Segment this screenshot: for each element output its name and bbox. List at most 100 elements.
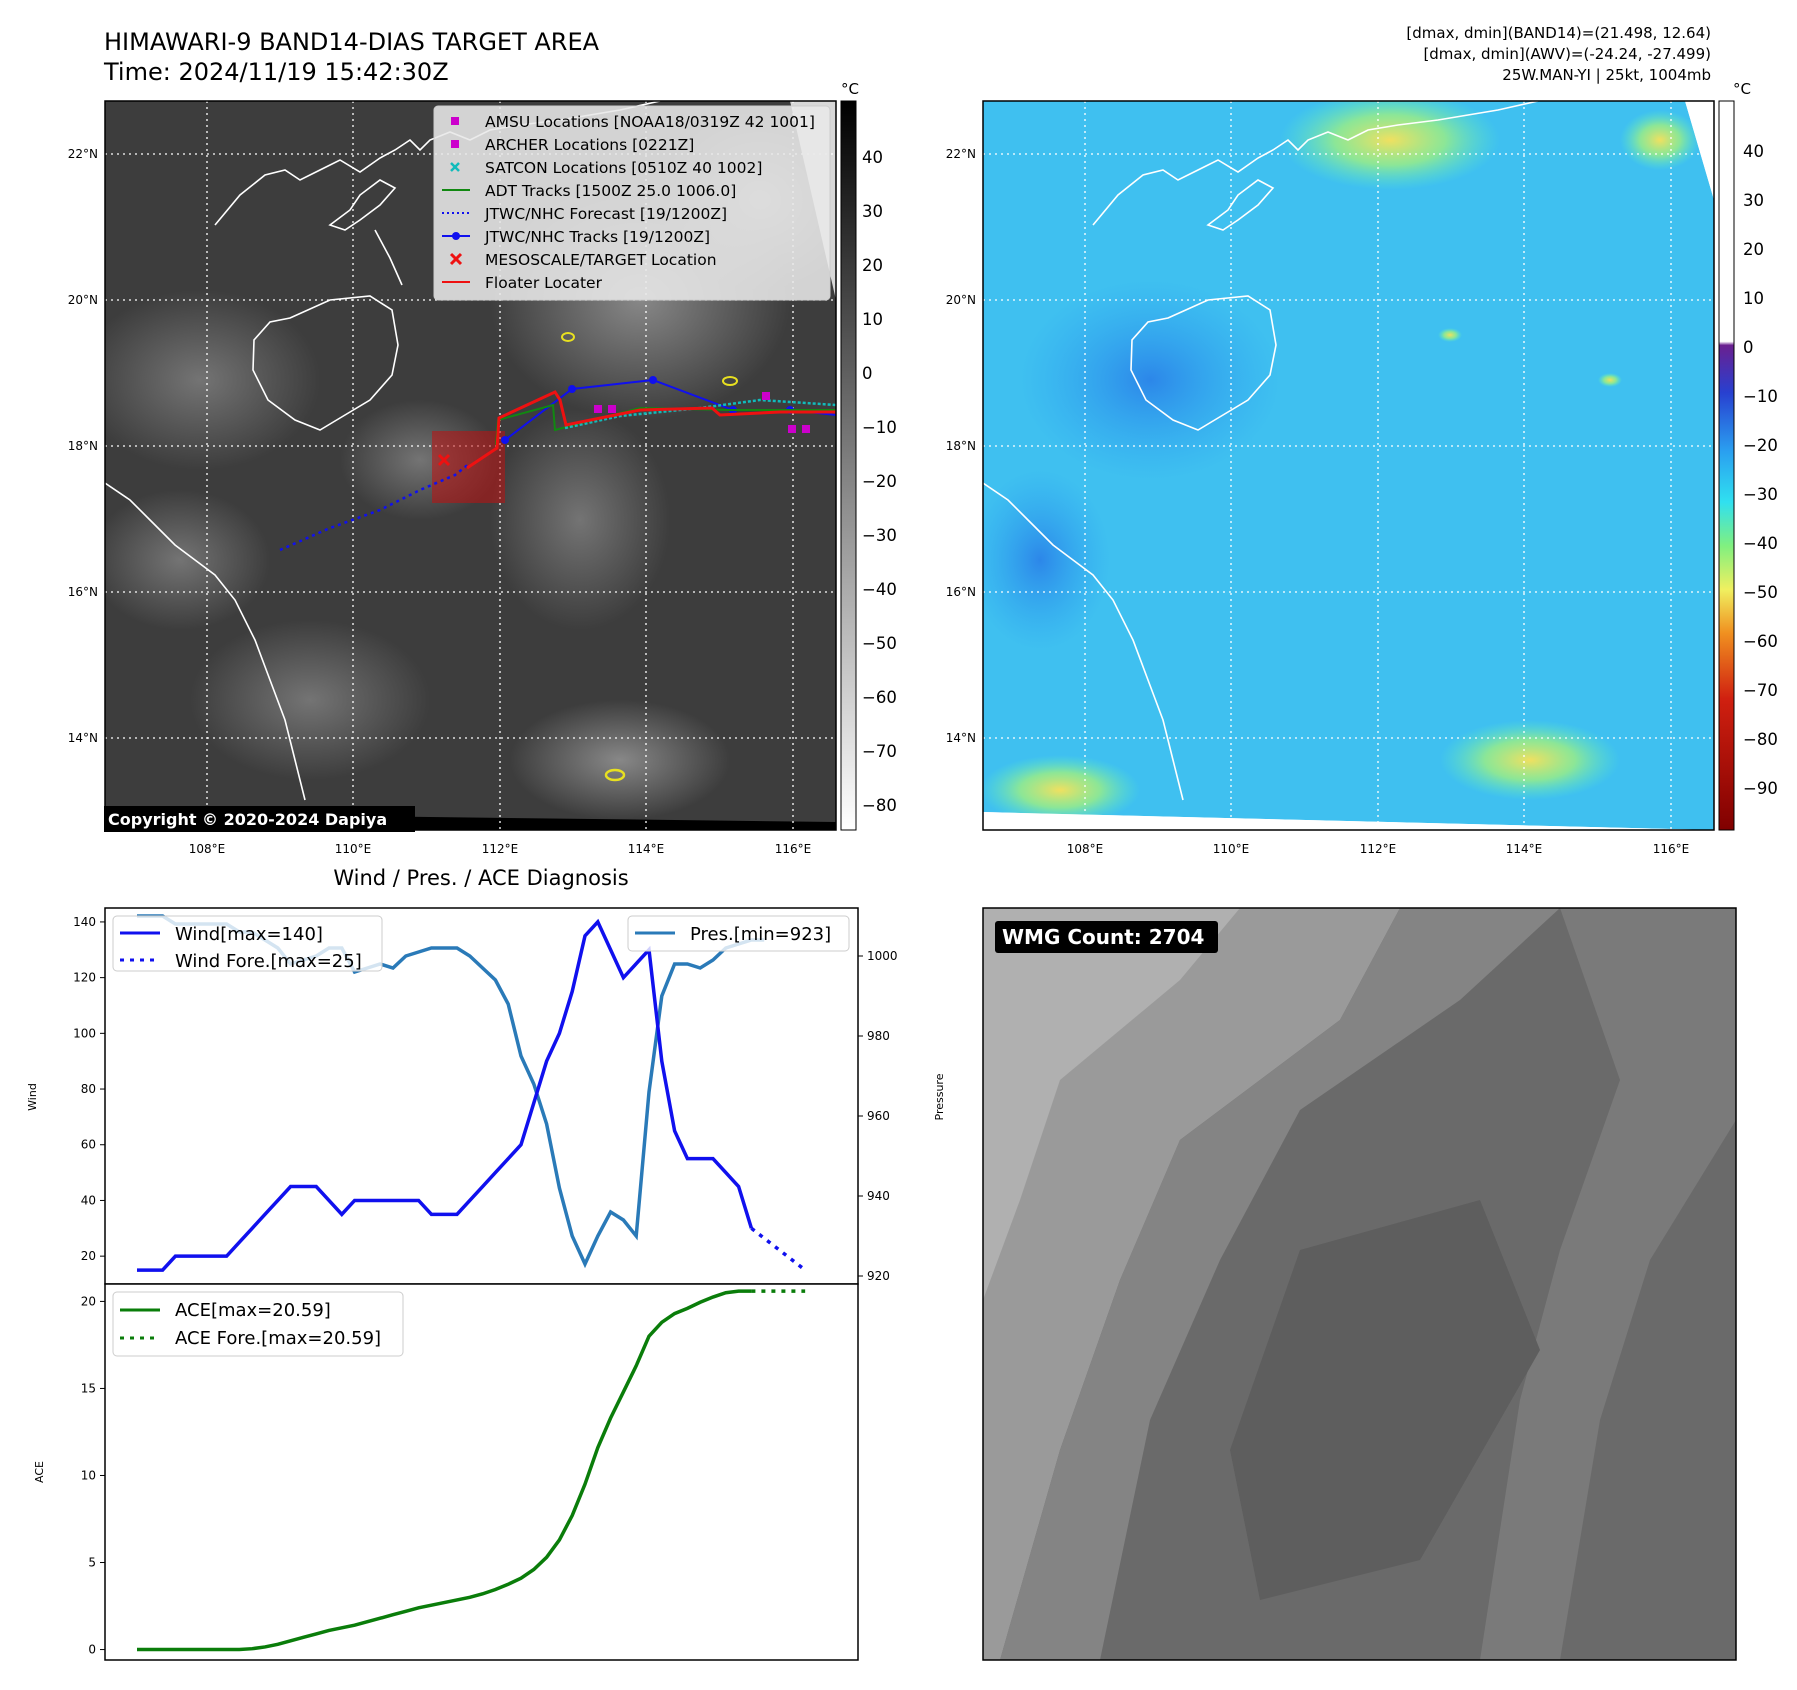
pressure-tick-label: 960 — [867, 1109, 890, 1123]
amsu-archer-markers — [594, 392, 810, 433]
legend-jtwc-forecast: JTWC/NHC Forecast [19/1200Z] — [484, 205, 727, 223]
info-line1: [dmax, dmin](BAND14)=(21.498, 12.64) — [1406, 24, 1711, 42]
svg-text:110°E: 110°E — [335, 842, 372, 856]
awv-image — [983, 101, 1714, 830]
svg-text:−60: −60 — [1743, 632, 1778, 651]
svg-text:30: 30 — [1743, 191, 1764, 210]
svg-text:−90: −90 — [1743, 779, 1778, 798]
wind-yticks: 20 40 60 80 100 120 140 — [73, 915, 105, 1263]
pressure-yticks: 920 940 960 980 1000 — [858, 949, 898, 1283]
ace-ylabel: ACE — [33, 1461, 46, 1483]
ace-series — [137, 1289, 806, 1652]
ace-tick-label: 5 — [88, 1556, 96, 1570]
svg-text:16°N: 16°N — [68, 585, 98, 599]
svg-text:20: 20 — [1743, 240, 1764, 259]
svg-text:40: 40 — [862, 148, 883, 167]
wmg-count-label: WMG Count: 2704 — [1002, 925, 1204, 949]
svg-text:10: 10 — [1743, 289, 1764, 308]
pressure-tick-label: 980 — [867, 1029, 890, 1043]
awv-lat-labels: 22°N 20°N 18°N 16°N 14°N — [946, 147, 976, 745]
info-line2: [dmax, dmin](AWV)=(-24.24, -27.499) — [1423, 45, 1711, 63]
svg-text:°C: °C — [1733, 80, 1751, 98]
pressure-tick-label: 1000 — [867, 949, 898, 963]
awv-colorbar: °C 40 30 20 10 0 −10 −20 −30 −40 −50 −60… — [1718, 80, 1778, 831]
diagnosis-panel: Wind / Pres. / ACE Diagnosis 20406080100… — [26, 866, 946, 1661]
awv-lon-labels: 108°E 110°E 112°E 114°E 116°E — [1067, 842, 1690, 856]
wind-tick-label: 20 — [81, 1249, 96, 1263]
wind-tick-label: 60 — [81, 1138, 96, 1152]
svg-text:−80: −80 — [862, 796, 897, 815]
band14-map: AMSU Locations [NOAA18/0319Z 42 1001] AR… — [68, 80, 897, 856]
band14-lon-labels: 108°E 110°E 112°E 114°E 116°E — [189, 842, 812, 856]
wind-tick-label: 140 — [73, 915, 96, 929]
svg-text:0: 0 — [1743, 338, 1754, 357]
figure-title-line2: Time: 2024/11/19 15:42:30Z — [103, 58, 449, 86]
wind-legend: Wind[max=140] Wind Fore.[max=25] — [112, 915, 383, 972]
ace-legend: ACE[max=20.59] ACE Fore.[max=20.59] — [112, 1291, 404, 1357]
pressure-ylabel: Pressure — [933, 1073, 946, 1120]
svg-text:14°N: 14°N — [946, 731, 976, 745]
svg-text:−80: −80 — [1743, 730, 1778, 749]
svg-text:20°N: 20°N — [946, 293, 976, 307]
svg-text:−10: −10 — [1743, 387, 1778, 406]
ace-tick-label: 15 — [81, 1381, 96, 1395]
svg-text:°C: °C — [841, 80, 859, 98]
diagnosis-title: Wind / Pres. / ACE Diagnosis — [333, 866, 628, 890]
wind-line — [137, 918, 754, 1272]
svg-text:20: 20 — [862, 256, 883, 275]
svg-text:−40: −40 — [1743, 534, 1778, 553]
legend-amsu: AMSU Locations [NOAA18/0319Z 42 1001] — [485, 113, 815, 131]
target-x-marker — [437, 453, 451, 467]
legend-wind: Wind[max=140] — [175, 924, 323, 945]
legend-archer: ARCHER Locations [0221Z] — [485, 136, 694, 154]
ace-yticks: 0 5 10 15 20 — [81, 1294, 105, 1657]
svg-text:14°N: 14°N — [68, 731, 98, 745]
wmg-panel: WMG Count: 2704 — [982, 907, 1737, 1661]
band14-colorbar: °C 40 30 20 10 0 −10 −20 −30 −40 −50 −60… — [840, 80, 897, 831]
svg-text:−20: −20 — [1743, 436, 1778, 455]
wmg-light-region — [983, 908, 1400, 1660]
vietnam-coastline — [105, 482, 306, 801]
svg-text:−30: −30 — [1743, 485, 1778, 504]
svg-text:112°E: 112°E — [1360, 842, 1397, 856]
copyright-notice: Copyright © 2020-2024 Dapiya — [108, 810, 387, 829]
info-line3: 25W.MAN-YI | 25kt, 1004mb — [1502, 66, 1711, 84]
wind-tick-label: 100 — [73, 1026, 96, 1040]
svg-text:108°E: 108°E — [189, 842, 226, 856]
svg-text:30: 30 — [862, 202, 883, 221]
svg-text:−50: −50 — [1743, 583, 1778, 602]
svg-text:−70: −70 — [1743, 681, 1778, 700]
legend-jtwc-tracks: JTWC/NHC Tracks [19/1200Z] — [484, 228, 710, 246]
awv-hainan-coastline — [1130, 295, 1277, 431]
svg-text:16°N: 16°N — [946, 585, 976, 599]
hainan-coastline — [252, 295, 399, 431]
awv-map: 22°N 20°N 18°N 16°N 14°N 108°E 110°E 112… — [946, 80, 1778, 856]
band14-lat-labels: 22°N 20°N 18°N 16°N 14°N — [68, 147, 98, 745]
legend-mesoscale: MESOSCALE/TARGET Location — [485, 251, 717, 269]
svg-text:116°E: 116°E — [1653, 842, 1690, 856]
ace-tick-label: 20 — [81, 1294, 96, 1308]
legend-wind-forecast: Wind Fore.[max=25] — [175, 951, 362, 972]
svg-text:−10: −10 — [862, 418, 897, 437]
pressure-legend: Pres.[min=923] — [627, 915, 850, 952]
svg-text:116°E: 116°E — [775, 842, 812, 856]
ace-line — [137, 1289, 752, 1652]
legend-satcon: SATCON Locations [0510Z 40 1002] — [485, 159, 762, 177]
band14-legend: AMSU Locations [NOAA18/0319Z 42 1001] AR… — [433, 105, 831, 301]
wind-forecast-line — [750, 1226, 807, 1272]
awv-vietnam-coastline — [983, 482, 1184, 801]
svg-text:18°N: 18°N — [946, 439, 976, 453]
wind-tick-label: 120 — [73, 971, 96, 985]
svg-text:114°E: 114°E — [628, 842, 665, 856]
svg-text:40: 40 — [1743, 142, 1764, 161]
legend-floater: Floater Locater — [485, 274, 603, 292]
svg-text:−50: −50 — [862, 634, 897, 653]
floater-track — [466, 390, 836, 470]
svg-text:108°E: 108°E — [1067, 842, 1104, 856]
wind-tick-label: 40 — [81, 1193, 96, 1207]
svg-text:18°N: 18°N — [68, 439, 98, 453]
legend-ace-forecast: ACE Fore.[max=20.59] — [175, 1328, 381, 1349]
svg-text:0: 0 — [862, 364, 873, 383]
wind-ylabel: Wind — [26, 1083, 39, 1111]
